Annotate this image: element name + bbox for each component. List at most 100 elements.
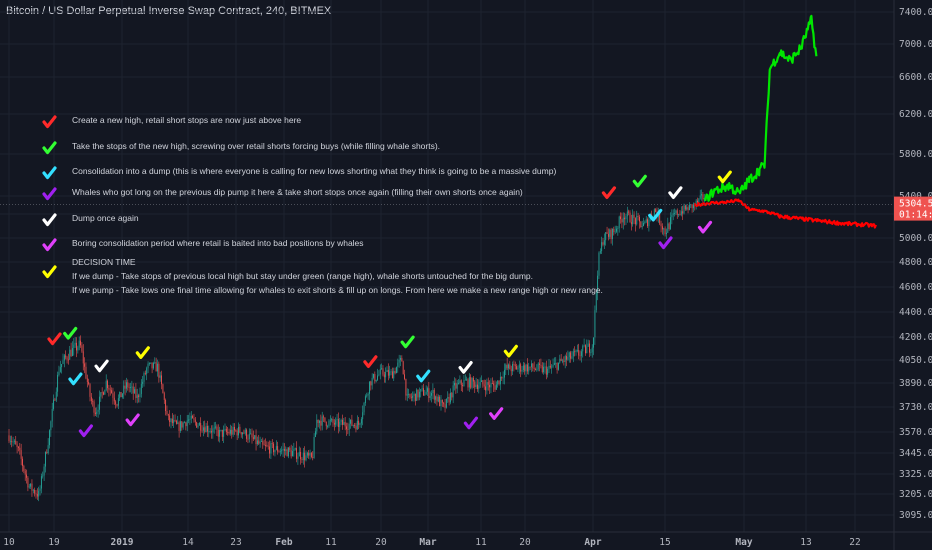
price-badge-value: 5304.5 [899, 199, 932, 210]
candle-body [459, 380, 461, 383]
candle-body [53, 399, 54, 409]
candle-body [186, 420, 188, 427]
candle-body [67, 359, 69, 361]
candle-body [418, 391, 420, 398]
candle-body [30, 483, 32, 487]
candle-body [15, 440, 17, 445]
checkmark-icon [47, 332, 62, 346]
candle-body [89, 384, 91, 397]
candle-body [481, 380, 482, 383]
candle-body [576, 349, 578, 351]
candle-body [540, 364, 542, 366]
candle-body [61, 363, 63, 368]
candle-body [597, 275, 599, 294]
projection-pump-series [703, 14, 818, 202]
time-tick-label: 10 [3, 537, 15, 548]
candle-body [169, 415, 171, 423]
candle-body [344, 422, 346, 427]
candle-body [579, 355, 581, 357]
candle-body [270, 443, 272, 454]
candle-body [28, 486, 30, 488]
candle-body [100, 392, 102, 397]
candle-body [487, 382, 489, 385]
candle-body [547, 368, 549, 375]
candle-body [325, 421, 327, 427]
candle-body [381, 368, 383, 370]
candle-body [639, 216, 640, 222]
candle-body [664, 228, 666, 235]
candle-body [239, 426, 241, 433]
candle-body [82, 351, 84, 364]
price-axis: 3095.0 3205.0 3325.0 3445.0 3570.0 3730.0 3890… [899, 7, 932, 521]
candle-body [405, 378, 407, 396]
candle-body [452, 385, 454, 398]
time-tick-label: 23 [230, 537, 241, 548]
candle-body [435, 396, 437, 400]
candle-body [614, 231, 616, 233]
candle-body [136, 395, 138, 398]
candle-body [24, 470, 26, 475]
candle-body [454, 382, 455, 386]
price-tick-label: 6600.0 [899, 72, 932, 83]
candle-body [482, 380, 484, 385]
candle-body [521, 370, 523, 372]
candle-body [115, 401, 117, 405]
candle-body [324, 417, 326, 422]
candle-body [348, 423, 350, 430]
candle-body [587, 343, 589, 347]
candle-body [414, 393, 416, 401]
candle-body [167, 414, 169, 416]
candle-body [505, 364, 507, 370]
candle-body [660, 223, 662, 227]
candle-body [494, 385, 496, 390]
candle-body [396, 367, 397, 374]
candle-body [198, 422, 200, 426]
candle-body [553, 363, 555, 365]
candle-body [682, 211, 684, 214]
time-tick-label: 15 [659, 537, 670, 548]
checkmark-icon [632, 174, 647, 188]
time-tick-label: 22 [849, 537, 860, 548]
candle-body [448, 396, 450, 403]
candle-body [142, 381, 144, 384]
candle-body [244, 429, 246, 434]
candle-body [383, 374, 385, 378]
candle-body [134, 389, 135, 394]
candle-body [238, 426, 239, 436]
candle-body [9, 440, 11, 442]
candle-body [458, 382, 459, 384]
candle-body [165, 399, 167, 412]
time-axis: 10 19 2019 14 23 Feb 11 20 Mar 11 20 Apr 15 May 13 22 [3, 537, 860, 548]
candle-body [416, 389, 418, 401]
candle-body [85, 366, 87, 379]
candle-body [331, 419, 333, 421]
time-tick-label: 19 [48, 537, 60, 548]
candle-body [522, 365, 524, 371]
candle-body [228, 432, 230, 434]
candle-body [634, 218, 636, 225]
candle-body [472, 377, 474, 382]
candle-body [386, 369, 388, 373]
candle-body [421, 388, 423, 390]
price-badge-box [894, 196, 932, 221]
candle-body [653, 209, 655, 216]
candle-body [659, 212, 661, 224]
decision-line-2: If we pump - Take lows one final time al… [72, 285, 603, 295]
candle-body [335, 420, 337, 425]
checkmark-icon [697, 220, 713, 234]
candle-body [73, 344, 75, 349]
candle-body [108, 388, 110, 390]
candle-body [188, 419, 189, 421]
candle-body [375, 379, 377, 382]
candle-body [366, 395, 368, 397]
candle-body [612, 228, 613, 240]
candle-body [101, 392, 103, 394]
candle-body [428, 388, 430, 398]
cyan-check-icon [42, 166, 57, 180]
candle-body [574, 351, 576, 353]
candle-body [529, 366, 531, 368]
candle-body [356, 420, 358, 430]
candle-body [13, 440, 15, 442]
candle-body [194, 419, 196, 423]
